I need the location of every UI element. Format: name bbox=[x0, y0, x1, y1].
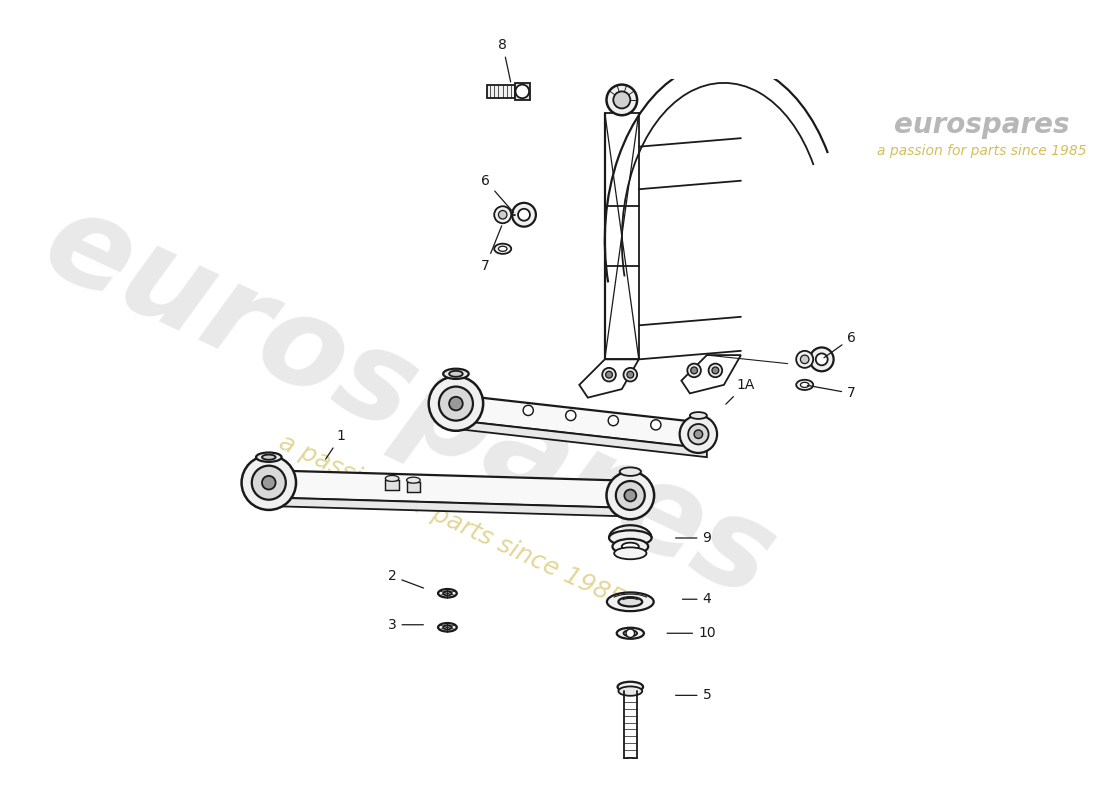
Text: 6: 6 bbox=[824, 331, 856, 358]
Ellipse shape bbox=[449, 371, 463, 377]
Ellipse shape bbox=[609, 530, 651, 546]
Circle shape bbox=[712, 367, 718, 374]
Text: 10: 10 bbox=[667, 626, 716, 640]
Circle shape bbox=[694, 430, 703, 438]
Ellipse shape bbox=[498, 246, 507, 251]
Circle shape bbox=[708, 364, 723, 378]
Polygon shape bbox=[256, 497, 639, 517]
Text: a passion for parts since 1985: a passion for parts since 1985 bbox=[275, 430, 628, 612]
Ellipse shape bbox=[624, 758, 637, 764]
Ellipse shape bbox=[443, 591, 452, 595]
Ellipse shape bbox=[621, 542, 639, 550]
Ellipse shape bbox=[443, 625, 452, 630]
Circle shape bbox=[449, 397, 463, 410]
Circle shape bbox=[608, 415, 618, 426]
Circle shape bbox=[429, 376, 483, 431]
Text: a passion for parts since 1985: a passion for parts since 1985 bbox=[877, 144, 1087, 158]
Circle shape bbox=[801, 355, 808, 364]
Circle shape bbox=[691, 367, 697, 374]
Text: 6: 6 bbox=[482, 174, 514, 213]
Ellipse shape bbox=[619, 467, 641, 476]
Circle shape bbox=[516, 85, 529, 98]
Ellipse shape bbox=[438, 623, 456, 631]
Circle shape bbox=[796, 351, 813, 368]
Circle shape bbox=[651, 420, 661, 430]
Text: eurospares: eurospares bbox=[894, 111, 1069, 139]
Circle shape bbox=[602, 368, 616, 382]
Ellipse shape bbox=[407, 477, 420, 483]
Circle shape bbox=[606, 472, 654, 519]
Ellipse shape bbox=[607, 593, 653, 611]
Text: 4: 4 bbox=[682, 592, 712, 606]
Text: 3: 3 bbox=[388, 618, 424, 632]
Text: 9: 9 bbox=[675, 531, 712, 545]
Polygon shape bbox=[256, 470, 639, 508]
Circle shape bbox=[498, 210, 507, 219]
Circle shape bbox=[518, 209, 530, 221]
Ellipse shape bbox=[262, 454, 276, 460]
Circle shape bbox=[680, 415, 717, 453]
Circle shape bbox=[626, 629, 635, 638]
Polygon shape bbox=[681, 355, 741, 394]
Circle shape bbox=[625, 490, 636, 502]
Polygon shape bbox=[385, 480, 399, 490]
Text: 1A: 1A bbox=[726, 378, 755, 404]
Ellipse shape bbox=[438, 589, 456, 598]
Ellipse shape bbox=[385, 475, 399, 482]
Text: 5: 5 bbox=[675, 688, 712, 702]
Circle shape bbox=[242, 455, 296, 510]
Circle shape bbox=[688, 364, 701, 378]
Circle shape bbox=[565, 410, 576, 421]
Ellipse shape bbox=[494, 244, 512, 254]
Circle shape bbox=[262, 476, 276, 490]
Ellipse shape bbox=[624, 630, 637, 636]
Circle shape bbox=[606, 85, 637, 115]
Ellipse shape bbox=[801, 382, 808, 387]
Polygon shape bbox=[443, 394, 707, 449]
Ellipse shape bbox=[796, 380, 813, 390]
Polygon shape bbox=[487, 85, 516, 98]
Circle shape bbox=[614, 91, 630, 109]
Ellipse shape bbox=[443, 369, 469, 379]
Circle shape bbox=[689, 424, 708, 445]
Circle shape bbox=[606, 371, 613, 378]
Text: 8: 8 bbox=[498, 38, 510, 82]
Ellipse shape bbox=[617, 628, 643, 638]
Text: eurospares: eurospares bbox=[25, 180, 793, 624]
Ellipse shape bbox=[618, 686, 642, 696]
Text: 1: 1 bbox=[326, 429, 345, 459]
Circle shape bbox=[616, 481, 645, 510]
Ellipse shape bbox=[690, 412, 707, 419]
Polygon shape bbox=[580, 359, 639, 398]
Polygon shape bbox=[516, 83, 530, 100]
Circle shape bbox=[439, 386, 473, 421]
Circle shape bbox=[810, 347, 834, 371]
Ellipse shape bbox=[618, 597, 642, 606]
Circle shape bbox=[624, 368, 637, 382]
Circle shape bbox=[494, 206, 512, 223]
Ellipse shape bbox=[256, 453, 282, 462]
Text: 7: 7 bbox=[482, 226, 502, 273]
Ellipse shape bbox=[613, 539, 648, 554]
Polygon shape bbox=[443, 419, 707, 457]
Circle shape bbox=[513, 203, 536, 226]
Ellipse shape bbox=[614, 547, 647, 559]
Circle shape bbox=[524, 406, 534, 415]
Polygon shape bbox=[407, 482, 420, 492]
Ellipse shape bbox=[617, 682, 643, 692]
Circle shape bbox=[627, 371, 634, 378]
Circle shape bbox=[252, 466, 286, 500]
Text: 2: 2 bbox=[388, 570, 424, 588]
Text: 7: 7 bbox=[807, 386, 856, 400]
Circle shape bbox=[816, 354, 827, 366]
